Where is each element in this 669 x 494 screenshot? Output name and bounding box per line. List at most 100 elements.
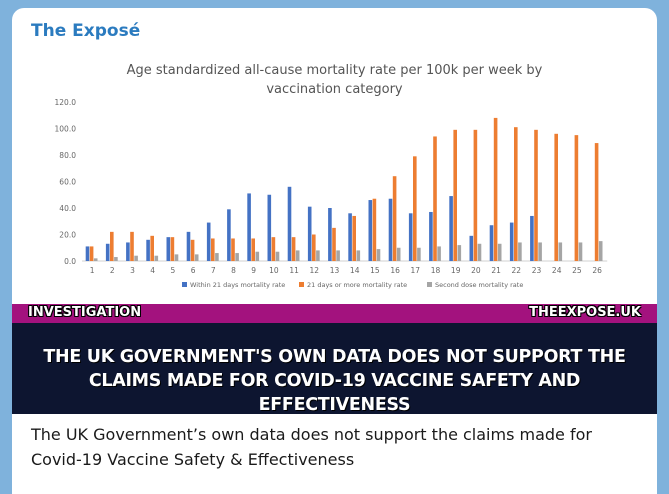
post-caption[interactable]: The UK Government’s own data does not su… — [31, 425, 592, 469]
bar — [473, 129, 478, 261]
bar — [453, 129, 457, 261]
x-tick-label: 13 — [330, 266, 340, 275]
bar — [554, 133, 558, 261]
bar — [558, 242, 563, 261]
x-tick-label: 23 — [532, 266, 542, 275]
bar — [594, 143, 599, 261]
bar — [493, 117, 498, 262]
bar — [227, 209, 231, 261]
x-tick-label: 5 — [171, 266, 176, 275]
bar — [598, 241, 603, 261]
x-tick-label: 22 — [512, 266, 522, 275]
bar — [215, 253, 219, 261]
legend-swatch — [299, 282, 304, 287]
bar — [150, 235, 154, 261]
bar — [291, 237, 296, 261]
bar — [376, 249, 381, 261]
bar — [574, 135, 579, 261]
bar — [85, 246, 90, 261]
bar — [271, 237, 276, 261]
bar — [433, 136, 437, 261]
bar — [578, 242, 583, 261]
bar — [312, 234, 316, 261]
bar — [211, 238, 215, 261]
x-tick-label: 3 — [130, 266, 135, 275]
chart-title-line1: Age standardized all-cause mortality rat… — [126, 63, 543, 78]
bar — [348, 213, 352, 261]
bar — [372, 198, 377, 261]
bar — [388, 198, 393, 261]
bar — [295, 250, 300, 261]
bar — [170, 237, 175, 261]
bar — [477, 243, 482, 261]
bar — [154, 255, 159, 261]
bar — [166, 237, 171, 261]
x-tick-label: 12 — [310, 266, 320, 275]
bar — [518, 242, 522, 261]
bar — [408, 213, 413, 261]
bar — [509, 222, 514, 261]
x-tick-label: 11 — [289, 266, 299, 275]
bar — [130, 231, 134, 261]
bar — [332, 227, 336, 261]
bar — [396, 247, 401, 261]
bar — [186, 231, 191, 261]
bar — [231, 238, 235, 261]
x-tick-label: 18 — [431, 266, 441, 275]
bar — [514, 127, 518, 261]
y-tick-label: 120.0 — [55, 98, 77, 107]
bar — [93, 258, 98, 261]
bar — [392, 176, 397, 261]
legend-label: Within 21 days mortality rate — [190, 281, 285, 289]
y-tick-label: 100.0 — [55, 125, 77, 134]
x-tick-label: 21 — [491, 266, 501, 275]
x-tick-label: 6 — [191, 266, 196, 275]
x-tick-label: 15 — [370, 266, 380, 275]
x-tick-label: 20 — [471, 266, 481, 275]
bar — [287, 186, 292, 261]
link-preview-image[interactable]: Age standardized all-cause mortality rat… — [12, 46, 657, 414]
bar — [255, 251, 260, 261]
bar — [267, 194, 272, 261]
bar — [134, 255, 138, 261]
bar — [114, 257, 118, 261]
x-tick-label: 4 — [150, 266, 155, 275]
headline: THE UK GOVERNMENT'S OWN DATA DOES NOT SU… — [12, 345, 657, 414]
bar — [469, 235, 474, 261]
source-name[interactable]: The Exposé — [31, 21, 141, 41]
headline-line2: CLAIMS MADE FOR COVID-19 VACCINE SAFETY … — [88, 371, 581, 414]
banner-strip: INVESTIGATION THEEXPOSE.UK — [12, 304, 657, 323]
bar — [352, 215, 356, 261]
x-tick-label: 14 — [350, 266, 360, 275]
x-tick-label: 25 — [572, 266, 582, 275]
bar — [105, 243, 110, 261]
bar — [247, 193, 251, 261]
y-tick-label: 60.0 — [59, 178, 76, 187]
bar — [89, 246, 94, 261]
y-tick-label: 40.0 — [59, 204, 76, 213]
legend-swatch — [182, 282, 187, 287]
headline-box: THE UK GOVERNMENT'S OWN DATA DOES NOT SU… — [12, 323, 657, 414]
bar — [413, 156, 417, 261]
y-tick-label: 20.0 — [59, 231, 76, 240]
bar — [457, 245, 462, 261]
bar — [368, 200, 373, 261]
legend-label: Second dose mortality rate — [435, 281, 523, 289]
bar — [538, 242, 542, 261]
bar — [316, 250, 320, 261]
x-tick-label: 26 — [592, 266, 602, 275]
bar — [251, 238, 255, 261]
bar — [307, 206, 312, 261]
bar — [530, 215, 534, 261]
post-card[interactable]: The Exposé Age standardized all-cause mo… — [12, 8, 657, 494]
headline-line1: THE UK GOVERNMENT'S OWN DATA DOES NOT SU… — [43, 347, 626, 367]
legend-swatch — [427, 282, 432, 287]
x-tick-label: 1 — [90, 266, 95, 275]
investigation-label: INVESTIGATION — [28, 305, 142, 320]
x-tick-label: 16 — [390, 266, 400, 275]
bar — [437, 246, 441, 261]
bar — [190, 239, 195, 261]
bar — [235, 253, 239, 261]
bar — [328, 208, 332, 261]
x-tick-label: 24 — [552, 266, 562, 275]
